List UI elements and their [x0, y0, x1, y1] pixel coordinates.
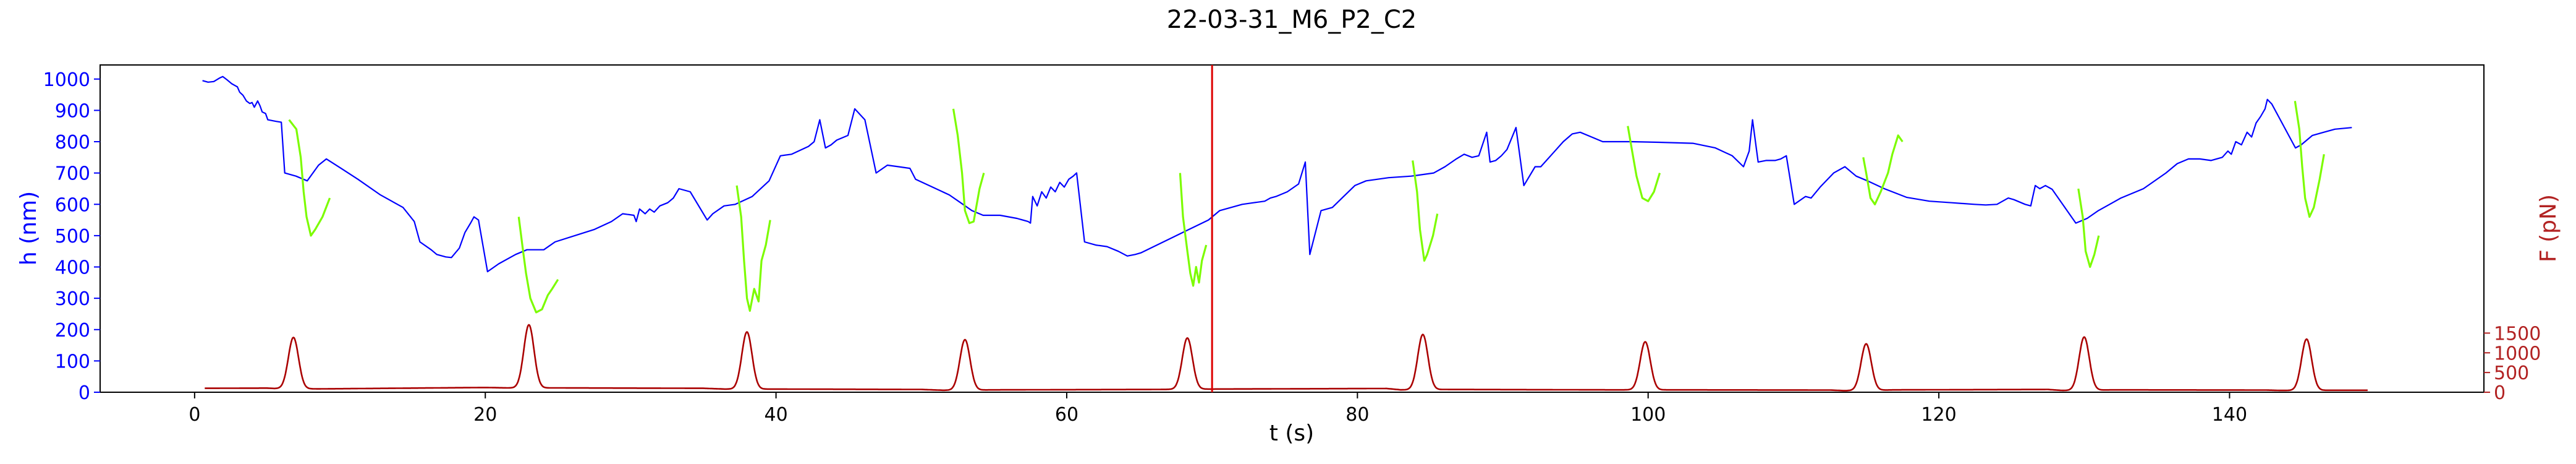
left-y-tick-label: 100: [55, 351, 90, 372]
x-tick-label: 20: [473, 404, 497, 426]
h-compression-segment: [1627, 126, 1661, 202]
series-layer: [202, 75, 2368, 392]
x-axis-label: t (s): [1269, 421, 1314, 446]
force-trace-line: [205, 324, 2368, 392]
right-y-tick-label: 0: [2494, 382, 2506, 404]
h-compression-segment: [1179, 173, 1208, 287]
h-compression-segment: [517, 217, 559, 314]
x-axis: 0 20 40 60 80 100 120 140: [189, 392, 2247, 426]
x-tick-label: 80: [1345, 404, 1369, 426]
left-y-tick-label: 0: [78, 382, 90, 404]
left-y-axis: 0 100 200 300 400 500 600 700 800 900 1000: [43, 69, 100, 404]
left-y-tick-label: 700: [55, 163, 90, 185]
h-compression-segment: [2077, 188, 2100, 269]
h-compression-segment: [288, 119, 331, 237]
h-compression-segment: [2294, 100, 2325, 218]
h-trace-line: [202, 75, 2352, 273]
x-tick-label: 120: [1921, 404, 1956, 426]
left-y-tick-label: 800: [55, 132, 90, 153]
left-y-axis-label: h (nm): [16, 191, 41, 265]
left-y-tick-label: 900: [55, 100, 90, 122]
left-y-tick-label: 600: [55, 194, 90, 216]
x-tick-label: 100: [1630, 404, 1666, 426]
right-y-tick-label: 1500: [2494, 323, 2541, 345]
left-y-tick-label: 200: [55, 320, 90, 342]
h-compression-segment: [1862, 134, 1904, 205]
x-tick-label: 40: [765, 404, 788, 426]
h-compression-segment: [1412, 160, 1439, 262]
right-y-axis-label: F (pN): [2536, 194, 2561, 262]
right-y-tick-label: 1000: [2494, 343, 2541, 364]
x-tick-label: 140: [2212, 404, 2247, 426]
left-y-tick-label: 1000: [43, 69, 90, 91]
chart-title: 22-03-31_M6_P2_C2: [1167, 6, 1417, 34]
left-y-tick-label: 300: [55, 288, 90, 310]
right-y-tick-label: 500: [2494, 363, 2529, 384]
x-tick-label: 0: [189, 404, 200, 426]
h-compression-segment: [735, 185, 771, 312]
h-compression-segment: [952, 108, 985, 225]
left-y-tick-label: 500: [55, 226, 90, 247]
left-y-tick-label: 400: [55, 257, 90, 279]
plot-frame: [100, 64, 2485, 393]
x-tick-label: 60: [1055, 404, 1078, 426]
